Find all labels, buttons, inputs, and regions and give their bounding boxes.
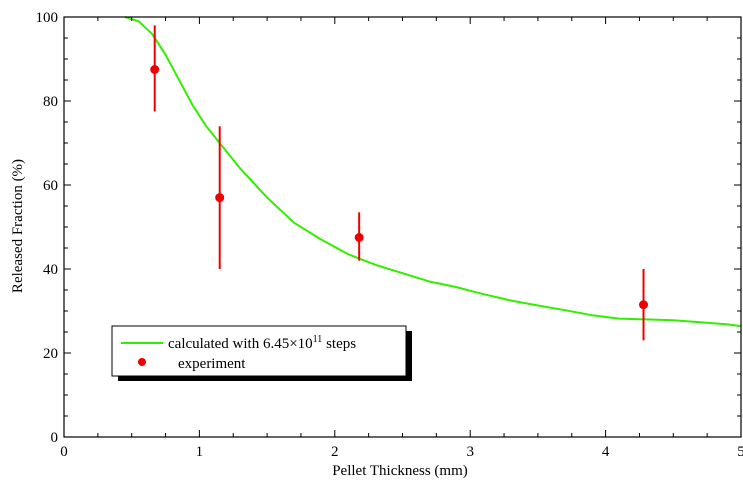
x-tick-label: 4 xyxy=(602,444,610,460)
x-tick-label: 3 xyxy=(466,444,474,460)
experiment-point xyxy=(639,300,649,310)
experiment-point xyxy=(215,193,225,203)
x-tick-label: 0 xyxy=(60,444,68,460)
y-tick-label: 100 xyxy=(36,10,59,26)
legend: calculated with 6.45×1011 steps experime… xyxy=(111,325,412,381)
y-tick-label: 40 xyxy=(43,262,58,278)
axes: 0 1 2 3 4 5 0 20 40 60 80 100 xyxy=(36,10,743,460)
legend-point-swatch xyxy=(138,358,146,366)
plot-area xyxy=(124,16,742,341)
legend-label-calculated-suffix: steps xyxy=(322,336,356,352)
x-tick-label: 5 xyxy=(737,444,743,460)
legend-box xyxy=(111,325,407,377)
y-tick-label: 60 xyxy=(43,178,58,194)
legend-label-calculated-prefix: calculated with 6.45×10 xyxy=(168,336,313,352)
y-tick-label: 20 xyxy=(43,346,58,362)
calculated-curve xyxy=(124,16,742,328)
legend-label-calculated: calculated with 6.45×1011 steps xyxy=(168,334,356,352)
x-axis-title: Pellet Thickness (mm) xyxy=(332,463,468,479)
experiment-point xyxy=(354,233,364,242)
y-tick-label: 0 xyxy=(51,430,59,446)
x-tick-label: 2 xyxy=(331,444,339,460)
legend-label-calculated-exponent: 11 xyxy=(313,334,323,345)
y-tick-label: 80 xyxy=(43,94,58,110)
legend-label-experiment: experiment xyxy=(178,356,246,372)
experiment-point xyxy=(150,65,160,74)
y-axis-title: Released Fraction (%) xyxy=(10,159,26,293)
x-tick-label: 1 xyxy=(196,444,204,460)
